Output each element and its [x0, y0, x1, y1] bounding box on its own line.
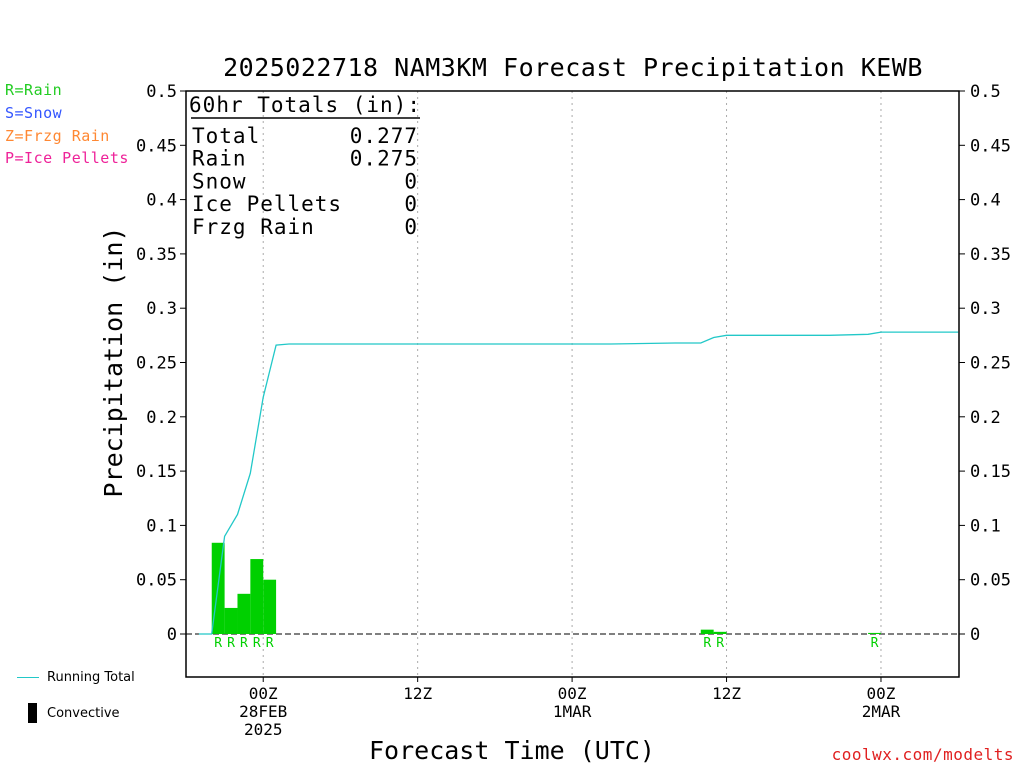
x-tick-label: 2025	[244, 720, 283, 739]
totals-row-value: 0.277	[350, 124, 418, 148]
y-tick-label-right: 0.2	[970, 408, 1001, 428]
x-tick-label: 28FEB	[239, 702, 287, 721]
precip-type-label: R	[227, 636, 235, 651]
y-tick-label-left: 0.1	[146, 516, 177, 536]
y-tick-label-right: 0.1	[970, 516, 1001, 536]
y-tick-label-left: 0.4	[146, 191, 177, 211]
precip-type-label: R	[871, 636, 879, 651]
totals-row-value: 0.275	[350, 147, 418, 171]
totals-row-value: 0	[404, 215, 418, 239]
legend-snow: S=Snow	[5, 104, 63, 122]
totals-row-value: 0	[404, 169, 418, 193]
totals-row-value: 0	[404, 192, 418, 216]
running-total-swatch	[17, 677, 39, 678]
totals-row-label: Ice Pellets	[192, 192, 342, 216]
convective-legend-label: Convective	[47, 706, 120, 721]
x-tick-label: 12Z	[712, 684, 741, 703]
precip-type-label: R	[214, 636, 222, 651]
totals-row-label: Total	[192, 124, 260, 148]
y-tick-label-right: 0.5	[970, 82, 1001, 102]
y-tick-label-right: 0	[970, 625, 980, 645]
x-tick-label: 00Z	[867, 684, 896, 703]
y-tick-label-right: 0.05	[970, 571, 1011, 591]
totals-row-label: Frzg Rain	[192, 215, 315, 239]
precip-type-label: R	[716, 636, 724, 651]
chart-title: 2025022718 NAM3KM Forecast Precipitation…	[223, 53, 923, 82]
legend-ice-pellets: P=Ice Pellets	[5, 149, 129, 167]
x-tick-label: 00Z	[558, 684, 587, 703]
totals-row-label: Snow	[192, 169, 247, 193]
y-tick-label-left: 0.25	[136, 354, 177, 374]
legend-rain: R=Rain	[5, 81, 63, 99]
totals-header: 60hr Totals (in):	[189, 93, 421, 117]
y-tick-label-left: 0.05	[136, 571, 177, 591]
rain-bar	[263, 579, 277, 634]
totals-row-label: Rain	[192, 147, 247, 171]
y-tick-label-left: 0.35	[136, 245, 177, 265]
running-total-line	[198, 331, 959, 635]
precip-type-label: R	[240, 636, 248, 651]
precip-type-label: R	[266, 636, 274, 651]
x-tick-label: 1MAR	[553, 702, 592, 721]
x-tick-label: 2MAR	[862, 702, 901, 721]
x-tick-label: 12Z	[403, 684, 432, 703]
y-tick-label-left: 0.15	[136, 462, 177, 482]
y-tick-label-right: 0.35	[970, 245, 1011, 265]
precip-type-label: R	[253, 636, 261, 651]
x-axis-label: Forecast Time (UTC)	[369, 736, 655, 765]
running-total-legend-label: Running Total	[47, 670, 135, 685]
y-tick-label-left: 0.45	[136, 136, 177, 156]
rain-bar	[250, 559, 264, 634]
y-tick-label-left: 0.2	[146, 408, 177, 428]
y-tick-label-right: 0.4	[970, 191, 1001, 211]
y-tick-label-right: 0.45	[970, 136, 1011, 156]
rain-bar	[868, 632, 881, 634]
plot-frame	[185, 90, 960, 678]
y-tick-label-left: 0.5	[146, 82, 177, 102]
precip-type-label: R	[703, 636, 711, 651]
credit-link[interactable]: coolwx.com/modelts	[831, 745, 1014, 764]
rain-bar	[700, 629, 714, 634]
y-tick-label-left: 0.3	[146, 299, 177, 319]
y-tick-label-right: 0.3	[970, 299, 1001, 319]
rain-bar	[237, 593, 251, 634]
y-axis-label: Precipitation (in)	[99, 227, 128, 498]
legend-freezing-rain: Z=Frzg Rain	[5, 127, 110, 145]
rain-bar	[224, 607, 238, 634]
y-tick-label-right: 0.15	[970, 462, 1011, 482]
x-tick-label: 00Z	[249, 684, 278, 703]
y-tick-label-right: 0.25	[970, 354, 1011, 374]
y-tick-label-left: 0	[167, 625, 177, 645]
rain-bar	[713, 631, 727, 634]
convective-swatch	[28, 703, 37, 723]
